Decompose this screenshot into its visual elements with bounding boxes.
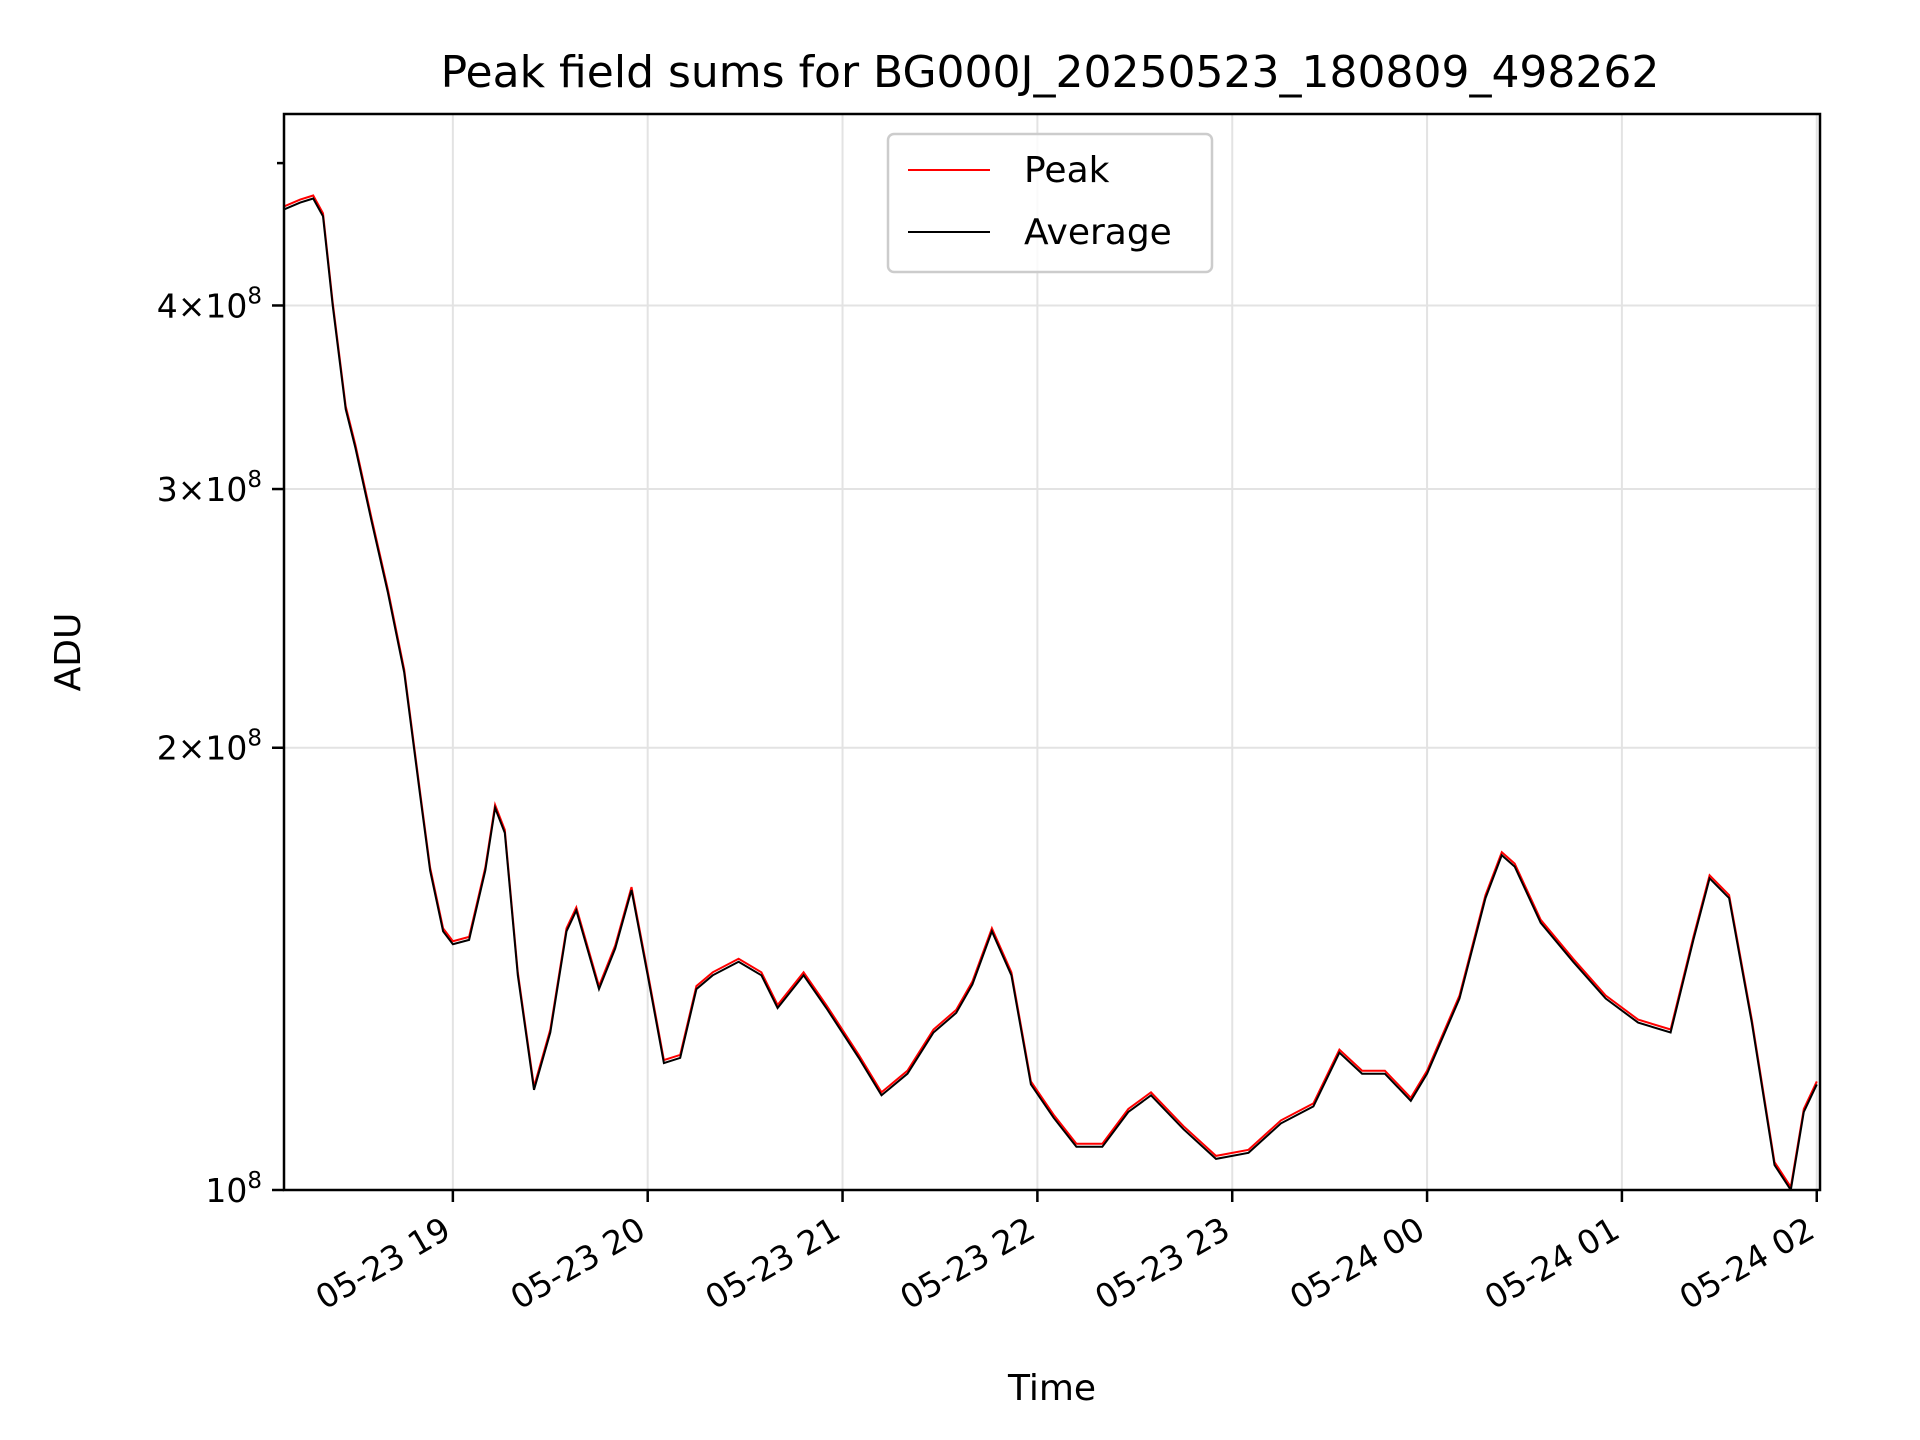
y-tick-label: 3×108 [157,467,262,509]
x-tick-label: 05-23 21 [699,1209,847,1317]
y-tick-label: 4×108 [157,283,262,325]
x-tick-label: 05-24 02 [1673,1209,1821,1317]
legend-label-average: Average [1024,212,1172,253]
legend-box [886,132,1214,274]
x-tick-label: 05-23 19 [309,1209,457,1317]
grid-layer [284,114,1820,1191]
x-tick-label: 05-24 01 [1478,1209,1626,1317]
y-axis-label: ADU [48,613,89,692]
series-line-peak [284,194,1818,1190]
x-tick-label: 05-24 00 [1283,1209,1431,1317]
x-axis-label: Time [1007,1368,1096,1409]
x-tick-label: 05-23 20 [504,1209,652,1317]
y-tick-label: 108 [205,1168,262,1210]
y-axis: 108 2×108 3×108 4×108 [157,161,284,1210]
legend: Peak Average [886,132,1214,274]
series-layer [284,194,1818,1190]
x-axis: 05-23 19 05-23 20 05-23 21 05-23 22 05-23 23… [309,1190,1821,1317]
x-tick-label: 05-23 23 [1088,1209,1236,1317]
series-line-average [284,197,1818,1190]
plot-frame [282,112,1822,1192]
chart-title: Peak field sums for BG000J_20250523_1808… [441,47,1660,98]
y-tick-label: 2×108 [157,726,262,768]
x-tick-label: 05-23 22 [893,1209,1041,1317]
legend-label-peak: Peak [1024,150,1110,191]
